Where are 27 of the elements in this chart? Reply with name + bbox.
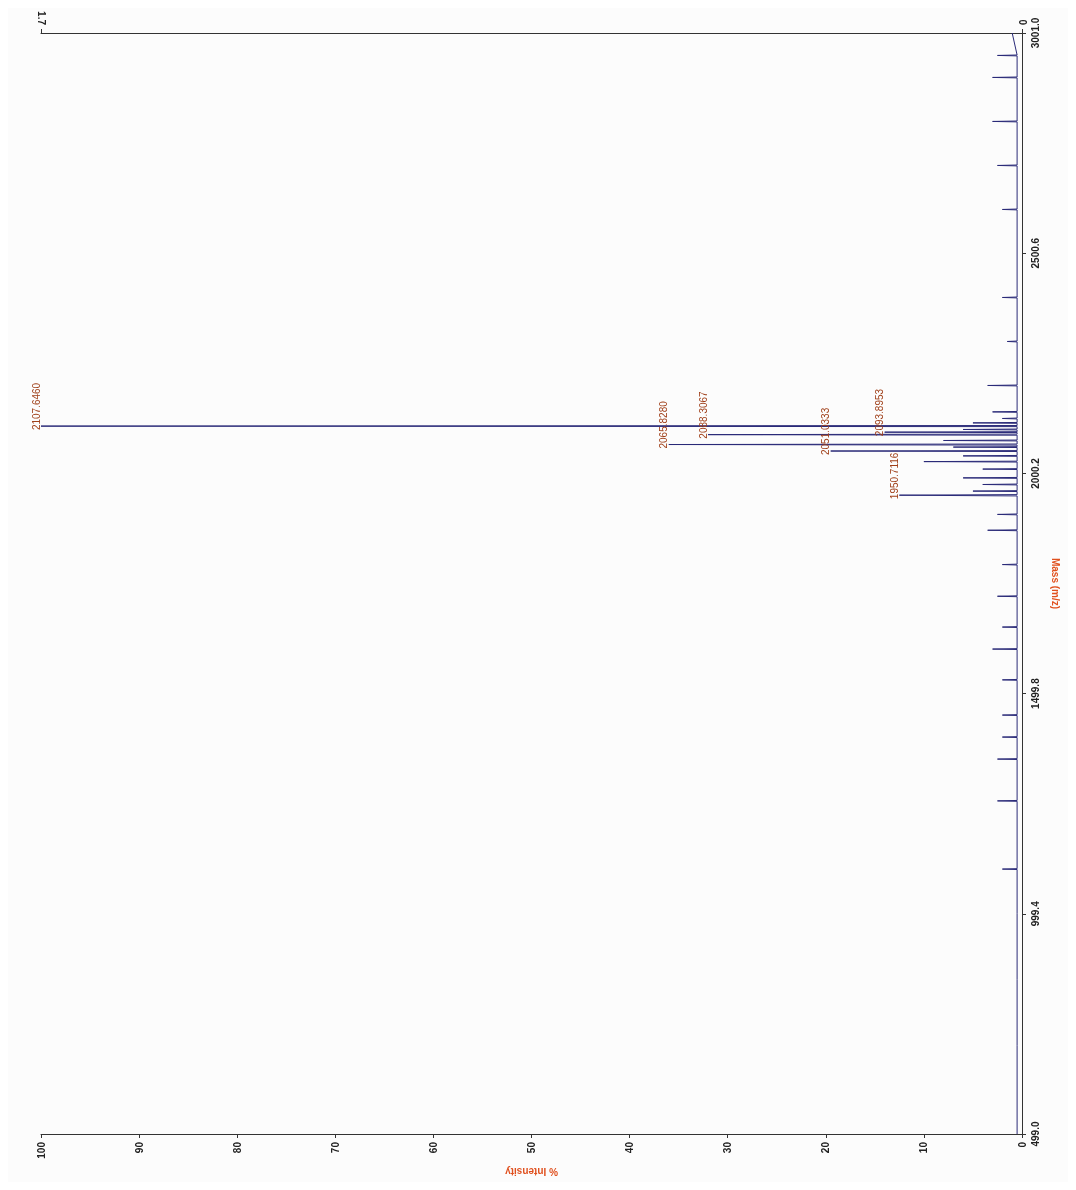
annotation: 1950.7116 — [888, 452, 900, 500]
x-tick-label: 100 — [35, 1141, 47, 1159]
y-tick-label: 1499.8 — [1029, 677, 1041, 709]
annotation: 2065.8280 — [658, 400, 670, 449]
x-tick-label: 20 — [820, 1141, 832, 1154]
x-tick-label: 90 — [133, 1141, 145, 1154]
x2-tick-label: 1.7 — [35, 11, 47, 26]
x-tick-label: 10 — [918, 1141, 930, 1154]
y-tick-label: 499.0 — [1029, 1121, 1041, 1147]
annotation: 2088.3067 — [697, 390, 709, 439]
y-tick-label: 2500.6 — [1029, 237, 1041, 269]
y-axis-title: Mass (m/z) — [1049, 557, 1061, 610]
x-axis-title: % Intensity — [504, 1166, 558, 1178]
x-tick-label: 30 — [722, 1141, 734, 1154]
annotation: 2107.6460 — [30, 382, 42, 431]
y-tick-label: 2000.2 — [1029, 457, 1041, 489]
x-tick-label: 0 — [1016, 1141, 1028, 1148]
x-tick-label: 40 — [624, 1141, 636, 1154]
x-tick-label: 60 — [427, 1141, 439, 1154]
x-tick-label: 50 — [526, 1141, 537, 1154]
x-tick-label: 70 — [329, 1141, 341, 1154]
annotation: 2051.0333 — [820, 407, 832, 456]
y-tick-label: 999.4 — [1029, 900, 1041, 927]
y-tick-label: 3001.0 — [1029, 17, 1041, 49]
annotation: 2093.8953 — [874, 388, 886, 437]
x-tick-label: 80 — [231, 1141, 243, 1154]
x2-tick-label: 0 — [1016, 19, 1028, 26]
